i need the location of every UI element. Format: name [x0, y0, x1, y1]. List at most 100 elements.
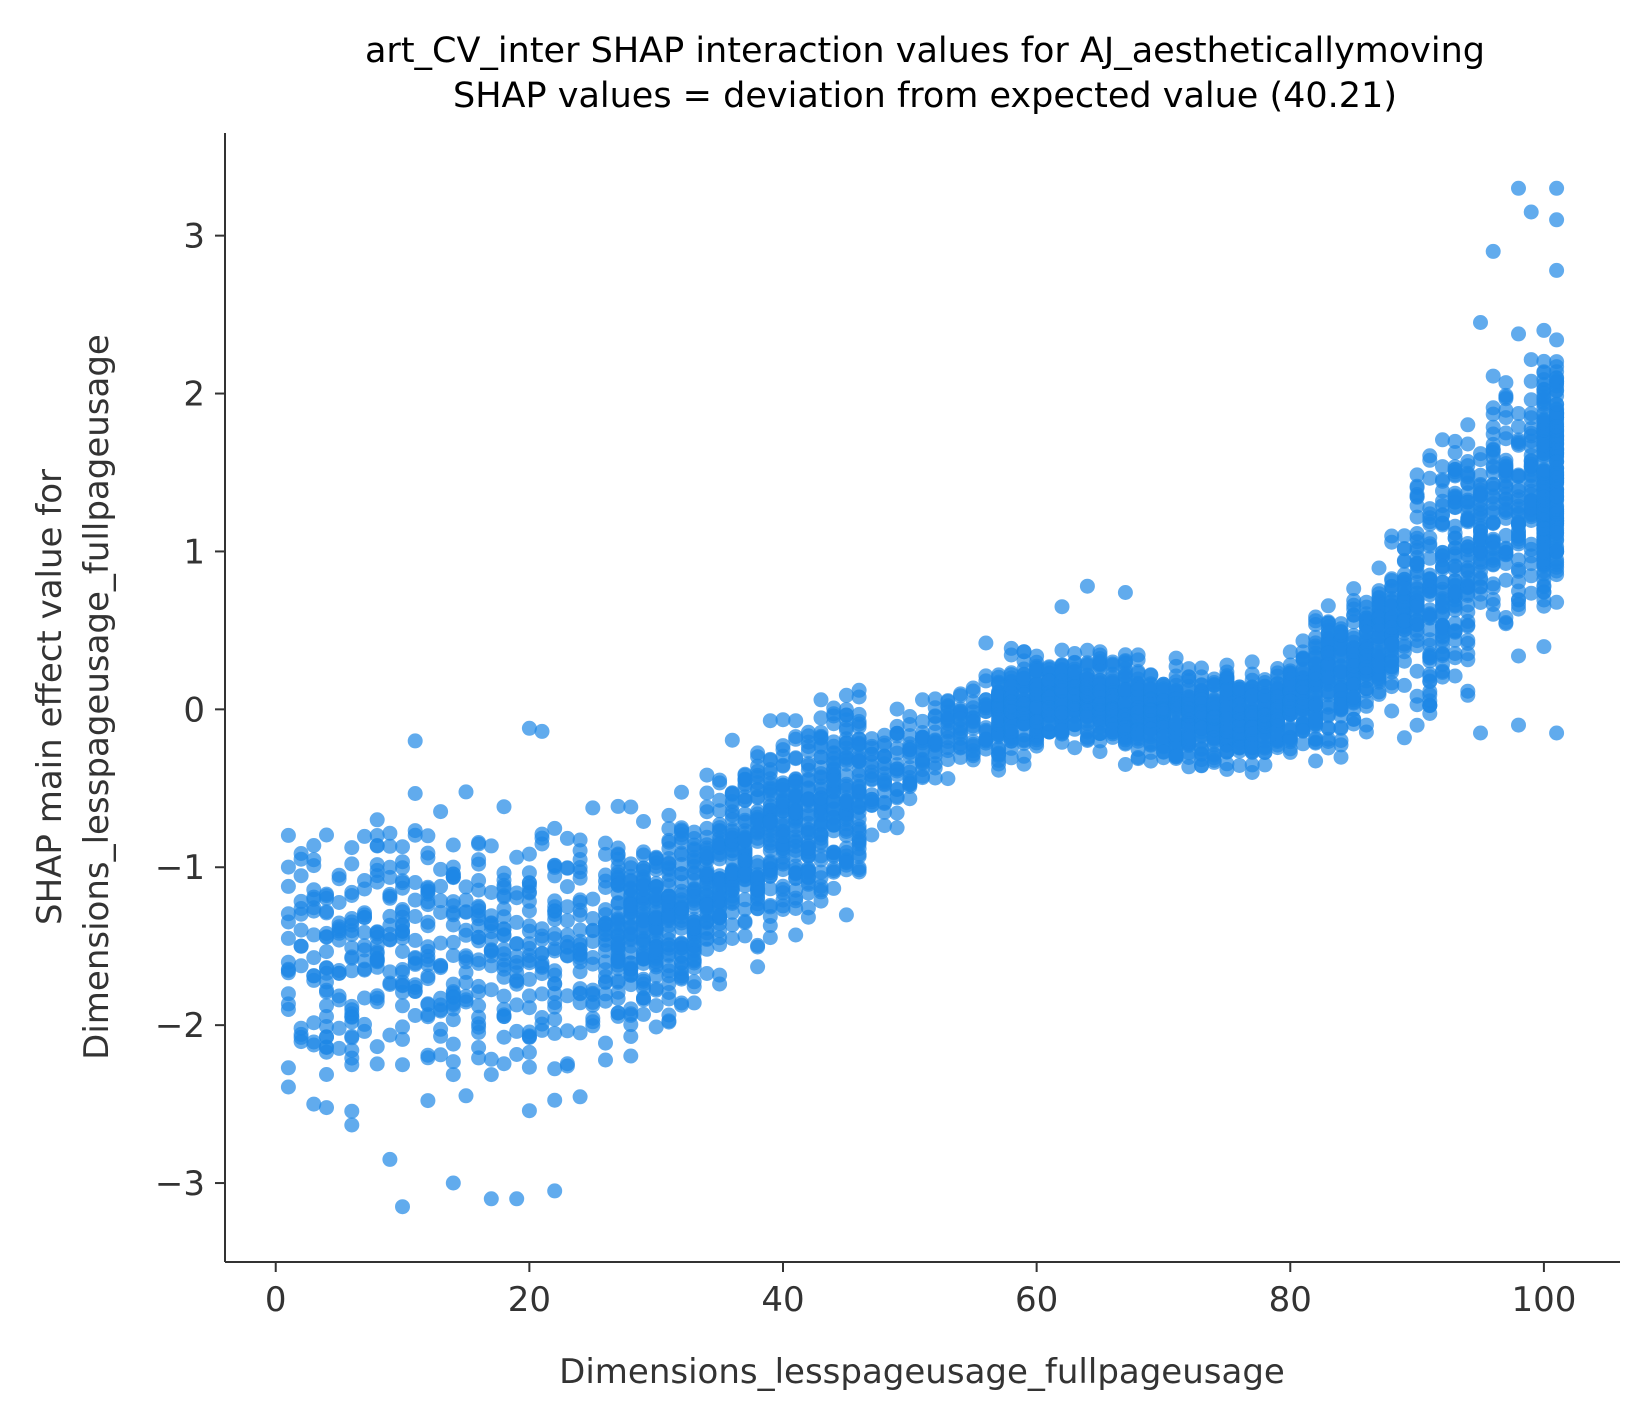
data-point	[1016, 733, 1032, 749]
data-point	[788, 829, 804, 845]
data-point	[598, 962, 613, 978]
data-point	[1549, 506, 1565, 522]
data-point	[1549, 594, 1565, 610]
data-point	[547, 857, 563, 873]
data-point	[483, 931, 499, 947]
data-point	[1346, 689, 1362, 705]
data-point	[1346, 677, 1362, 693]
data-point	[407, 979, 423, 995]
data-point	[699, 867, 715, 882]
data-point	[445, 1054, 461, 1070]
data-point	[636, 948, 651, 964]
data-point	[1460, 542, 1476, 558]
data-point	[699, 820, 715, 836]
data-point	[1409, 717, 1425, 733]
data-point	[724, 823, 740, 839]
data-point	[382, 888, 398, 904]
data-point	[674, 936, 689, 952]
data-point	[762, 795, 778, 811]
data-point	[1511, 469, 1526, 484]
data-point	[420, 957, 436, 973]
data-point	[800, 824, 816, 840]
data-point	[902, 791, 918, 807]
data-point	[1460, 604, 1476, 620]
data-point	[445, 1036, 461, 1052]
data-point	[319, 1019, 334, 1034]
data-point	[280, 954, 296, 970]
data-point	[826, 880, 842, 896]
data-point	[483, 838, 499, 854]
data-point	[496, 921, 512, 937]
data-point	[636, 913, 651, 929]
data-point	[1143, 682, 1159, 698]
data-point	[496, 901, 512, 917]
data-point	[813, 760, 829, 775]
data-point	[1523, 204, 1539, 220]
data-point	[978, 635, 994, 651]
data-point	[319, 984, 334, 1000]
data-point	[1130, 750, 1146, 765]
data-point	[534, 945, 550, 961]
data-point	[1485, 541, 1501, 557]
data-point	[1282, 701, 1298, 717]
data-point	[1333, 624, 1349, 640]
data-point	[547, 1025, 563, 1041]
data-point	[382, 825, 398, 841]
data-point	[953, 749, 968, 765]
data-point	[1549, 180, 1565, 196]
data-point	[1447, 573, 1463, 588]
data-point	[420, 1050, 436, 1066]
data-point	[369, 926, 385, 942]
data-point	[864, 771, 880, 787]
data-point	[838, 687, 854, 703]
data-point	[509, 954, 525, 970]
data-point	[1460, 560, 1476, 576]
data-point	[838, 722, 854, 738]
data-point	[1536, 639, 1552, 655]
data-point	[420, 996, 436, 1012]
data-point	[1003, 665, 1019, 681]
data-point	[1498, 431, 1514, 447]
data-point	[610, 916, 626, 932]
data-point	[1308, 753, 1324, 769]
data-point	[585, 800, 601, 816]
data-point	[737, 793, 753, 809]
data-point	[636, 933, 651, 949]
data-point	[1333, 664, 1349, 679]
data-point	[965, 714, 981, 730]
data-point	[877, 818, 892, 834]
data-point	[534, 1022, 550, 1038]
data-point	[1549, 332, 1565, 348]
data-point	[1282, 644, 1298, 660]
data-point	[598, 943, 613, 959]
data-point	[1435, 459, 1450, 475]
data-point	[1435, 517, 1450, 533]
data-point	[357, 924, 372, 940]
data-point	[547, 995, 563, 1011]
data-point	[623, 955, 639, 971]
data-point	[331, 1040, 347, 1056]
y-tick-label: −3	[155, 1164, 205, 1204]
data-point	[661, 873, 677, 889]
data-point	[357, 907, 372, 923]
data-point	[344, 1117, 360, 1133]
data-point	[1498, 402, 1514, 418]
data-point	[598, 915, 613, 931]
data-point	[902, 749, 918, 765]
data-point	[369, 862, 385, 878]
data-point	[1308, 613, 1324, 629]
data-point	[344, 1103, 360, 1119]
data-point	[1333, 733, 1349, 748]
data-point	[1549, 523, 1565, 539]
data-point	[483, 958, 499, 974]
y-axis-label-line-1: SHAP main effect value for	[30, 469, 70, 925]
data-point	[1409, 467, 1425, 483]
data-point	[572, 954, 588, 970]
data-point	[1320, 684, 1336, 700]
data-point	[1409, 663, 1425, 679]
data-point	[585, 1010, 601, 1026]
data-point	[407, 875, 423, 890]
data-point	[344, 884, 360, 900]
data-point	[280, 827, 296, 843]
data-point	[445, 907, 461, 923]
